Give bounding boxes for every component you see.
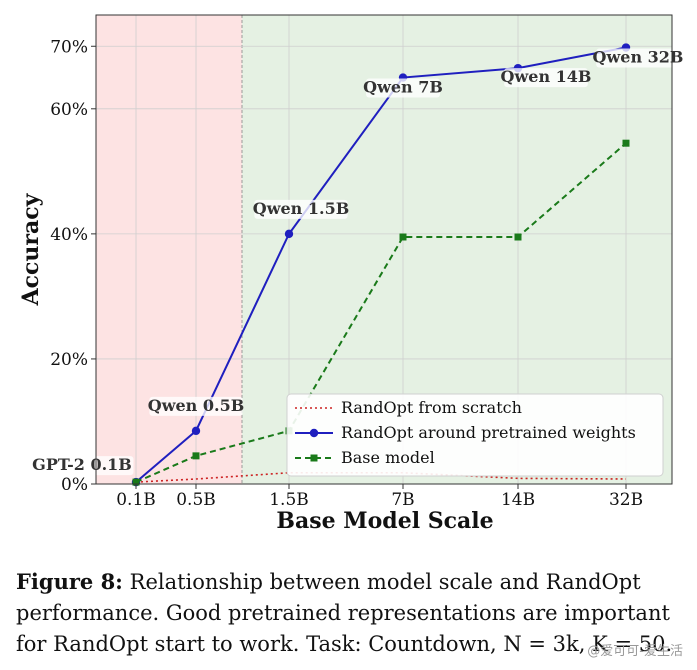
point-label: Qwen 32B [593, 48, 684, 67]
x-tick-label: 0.5B [176, 490, 216, 510]
grid-lines [96, 15, 672, 485]
y-axis-title: Accuracy [18, 192, 44, 306]
point-label-bg [254, 199, 348, 219]
series-line-1 [135, 46, 627, 483]
watermark: @爱可可-爱生活 [587, 644, 683, 659]
legend-label: Base model [341, 448, 435, 467]
point-labels: GPT-2 0.1B Qwen 0.5B Qwen 1.5B Qwen 7B Qwen … [30, 48, 684, 476]
x-tick-label: 0.1B [116, 490, 156, 510]
y-tick-label: 70% [50, 37, 88, 57]
point-label-bg [366, 78, 440, 98]
y-tick-label: 0% [61, 475, 88, 495]
x-tick-label: 1.5B [269, 490, 309, 510]
series-point-2 [514, 233, 522, 241]
point-label: Qwen 7B [363, 78, 443, 97]
legend-label: RandOpt around pretrained weights [341, 423, 636, 442]
series-point-2 [192, 452, 200, 460]
series-layer [131, 43, 631, 487]
y-tick-label: 60% [50, 100, 88, 120]
legend: RandOpt from scratch RandOpt around pretr… [286, 393, 664, 477]
legend-swatch-marker [310, 454, 318, 462]
plot-frame [95, 14, 673, 485]
point-label: GPT-2 0.1B [32, 455, 132, 474]
series-point-1 [191, 426, 201, 436]
point-label: Qwen 1.5B [253, 199, 349, 218]
x-tick-label: 7B [391, 490, 414, 510]
y-tick-label: 20% [50, 350, 88, 370]
figure-caption: Figure 8: Relationship between model sca… [16, 566, 688, 660]
point-label-bg [504, 68, 588, 88]
legend-label: RandOpt from scratch [341, 398, 522, 417]
x-axis-ticks: 0.1B 0.5B 1.5B 7B 14B 32B [116, 484, 643, 510]
point-label-bg [596, 48, 680, 68]
legend-box [286, 393, 664, 477]
x-tick-label: 14B [501, 490, 535, 510]
point-label-bg [149, 396, 243, 416]
point-label: Qwen 0.5B [148, 396, 244, 415]
figure-label: Figure 8: [16, 569, 123, 594]
x-tick-label: 32B [609, 490, 643, 510]
series-point-1 [284, 229, 294, 239]
point-label: Qwen 14B [501, 67, 592, 86]
chart: GPT-2 0.1B Qwen 0.5B Qwen 1.5B Qwen 7B Qwen … [18, 14, 684, 534]
y-tick-label: 40% [50, 225, 88, 245]
series-point-2 [132, 478, 140, 486]
caption-text: Relationship between model scale and Ran… [16, 570, 673, 656]
y-axis-ticks: 0% 20% 40% 60% 70% [50, 37, 96, 495]
x-axis-title: Base Model Scale [276, 508, 493, 534]
point-label-bg [30, 456, 134, 476]
series-line-2 [135, 142, 627, 484]
legend-swatch-marker [309, 428, 319, 438]
series-point-2 [399, 233, 407, 241]
series-point-2 [622, 139, 630, 147]
